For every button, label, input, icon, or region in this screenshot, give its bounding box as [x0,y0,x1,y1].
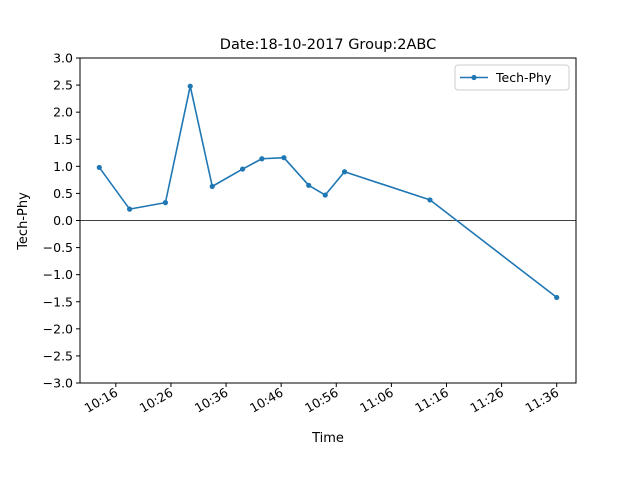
data-point [306,182,312,188]
x-axis-label: Time [311,431,344,446]
y-axis-ticks: 3.0 2.5 2.0 1.5 1.0 0.5 0.0 −0.5 −1.0 −1.5 −2.0 −2.… [43,51,80,391]
y-tick-label: 2.0 [53,105,73,120]
legend-box [454,64,570,91]
y-tick-label: 1.0 [53,159,73,174]
y-tick-label: 0.0 [53,213,73,228]
data-point [341,169,348,175]
y-tick-label: 2.5 [53,78,73,93]
data-point [187,83,193,89]
data-point [554,294,560,301]
y-tick-label: 1.5 [53,132,73,147]
data-point [281,155,287,161]
y-tick-label: −3.0 [43,376,73,391]
data-point [322,192,328,198]
legend: Tech-Phy [454,64,570,91]
y-tick-label: 0.5 [53,186,73,201]
y-tick-label: −1.0 [43,267,73,282]
data-point [259,156,265,162]
data-point [162,200,169,206]
y-tick-label: −2.5 [43,348,73,363]
data-point [209,183,215,189]
data-point [96,164,102,171]
series-layer [96,83,560,301]
y-tick-label: −0.5 [43,240,73,255]
y-tick-label: −2.0 [43,321,73,336]
y-tick-label: −1.5 [43,294,73,309]
data-point [239,166,246,172]
chart-title: Date:18-10-2017 Group:2ABC [220,37,436,53]
y-axis-label: Tech-Phy [16,192,31,251]
data-point [127,206,133,212]
legend-marker [471,74,477,81]
legend-label: Tech-Phy [495,70,552,85]
y-tick-label: 3.0 [53,51,73,66]
data-point [427,197,433,203]
